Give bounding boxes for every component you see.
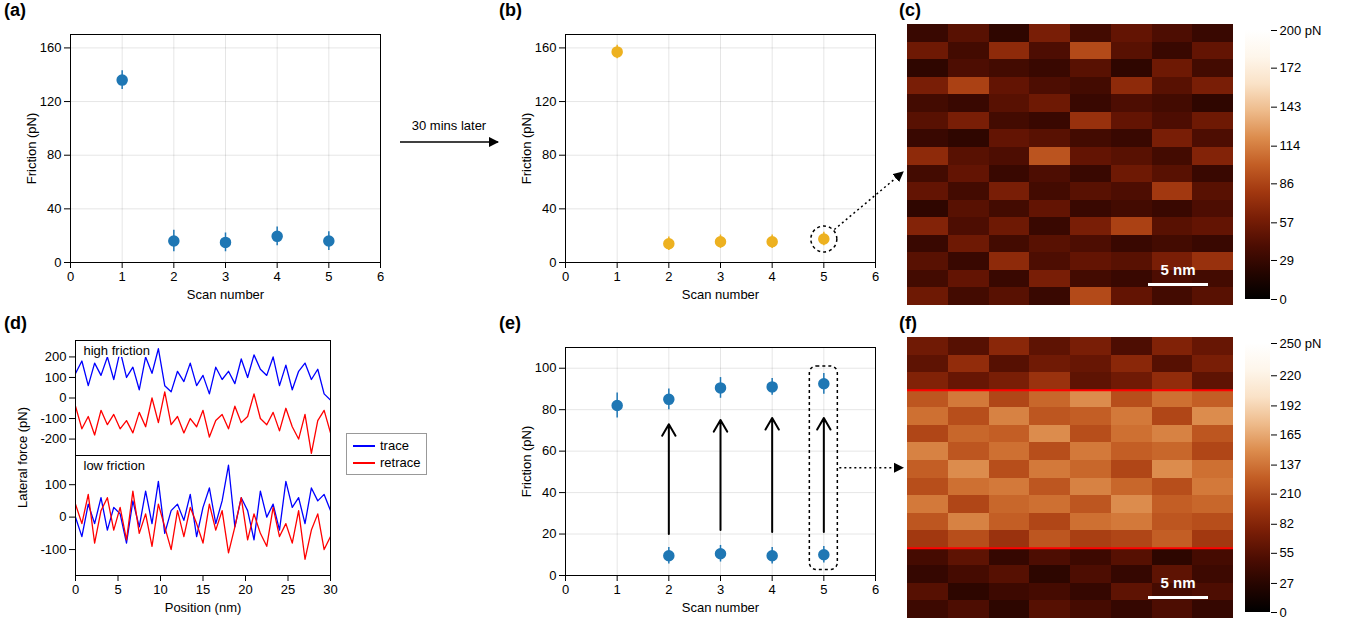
svg-text:114: 114 xyxy=(1280,138,1301,153)
svg-text:210: 210 xyxy=(1280,486,1302,501)
svg-text:250 pN: 250 pN xyxy=(1280,336,1322,351)
svg-text:200: 200 xyxy=(45,349,67,364)
svg-text:Scan number: Scan number xyxy=(682,287,760,302)
html-text:(f): (f) xyxy=(899,313,917,333)
svg-text:100: 100 xyxy=(45,370,67,385)
svg-text:80: 80 xyxy=(542,147,556,162)
svg-text:10: 10 xyxy=(153,582,167,597)
svg-text:100: 100 xyxy=(535,360,557,375)
svg-text:Position (nm): Position (nm) xyxy=(165,600,242,615)
svg-text:57: 57 xyxy=(1280,215,1294,230)
html-text:(d): (d) xyxy=(4,313,27,333)
svg-text:27: 27 xyxy=(1280,576,1294,591)
svg-text:3: 3 xyxy=(222,269,229,284)
svg-text:high friction: high friction xyxy=(84,343,150,358)
svg-text:0: 0 xyxy=(549,568,556,583)
html-text:retrace: retrace xyxy=(380,455,421,470)
svg-text:0: 0 xyxy=(59,509,66,524)
svg-text:5: 5 xyxy=(114,582,121,597)
svg-text:160: 160 xyxy=(40,40,62,55)
html-text:(e): (e) xyxy=(499,313,521,333)
svg-text:82: 82 xyxy=(1280,516,1294,531)
svg-text:143: 143 xyxy=(1280,99,1302,114)
svg-text:20: 20 xyxy=(238,582,252,597)
svg-text:192: 192 xyxy=(1280,398,1302,413)
svg-text:2: 2 xyxy=(665,582,672,597)
svg-text:86: 86 xyxy=(1280,176,1294,191)
svg-text:25: 25 xyxy=(281,582,295,597)
svg-text:1: 1 xyxy=(614,582,621,597)
svg-text:Scan number: Scan number xyxy=(682,600,760,615)
svg-text:55: 55 xyxy=(1280,545,1294,560)
svg-text:Friction (pN): Friction (pN) xyxy=(24,113,39,185)
svg-text:40: 40 xyxy=(542,201,556,216)
svg-text:Friction (pN): Friction (pN) xyxy=(519,426,534,498)
svg-text:Lateral force (pN): Lateral force (pN) xyxy=(15,407,30,508)
svg-text:30 mins later: 30 mins later xyxy=(412,118,487,133)
svg-text:165: 165 xyxy=(1280,427,1302,442)
svg-text:3: 3 xyxy=(717,269,724,284)
svg-text:6: 6 xyxy=(872,582,879,597)
svg-text:2: 2 xyxy=(665,269,672,284)
html-text:5 nm: 5 nm xyxy=(1160,574,1196,591)
svg-text:6: 6 xyxy=(377,269,384,284)
svg-text:0: 0 xyxy=(54,255,61,270)
svg-text:3: 3 xyxy=(717,582,724,597)
svg-text:137: 137 xyxy=(1280,457,1302,472)
html-text:(a): (a) xyxy=(4,0,26,20)
svg-text:0: 0 xyxy=(562,269,569,284)
svg-text:120: 120 xyxy=(40,94,62,109)
svg-text:5: 5 xyxy=(325,269,332,284)
svg-text:1: 1 xyxy=(614,269,621,284)
svg-text:80: 80 xyxy=(542,402,556,417)
svg-text:4: 4 xyxy=(769,269,776,284)
svg-text:1: 1 xyxy=(119,269,126,284)
svg-text:0: 0 xyxy=(1280,292,1287,307)
svg-text:4: 4 xyxy=(769,582,776,597)
svg-text:0: 0 xyxy=(67,269,74,284)
html-text:(b): (b) xyxy=(499,0,522,20)
svg-text:low friction: low friction xyxy=(84,458,145,473)
svg-text:220: 220 xyxy=(1280,368,1302,383)
svg-text:5: 5 xyxy=(820,269,827,284)
svg-text:Friction (pN): Friction (pN) xyxy=(519,113,534,185)
html-text:5 nm: 5 nm xyxy=(1160,261,1196,278)
svg-text:29: 29 xyxy=(1280,253,1294,268)
svg-text:0: 0 xyxy=(562,582,569,597)
html-text:(c): (c) xyxy=(899,0,921,20)
svg-text:5: 5 xyxy=(820,582,827,597)
svg-text:200 pN: 200 pN xyxy=(1280,23,1322,38)
svg-text:-100: -100 xyxy=(40,411,66,426)
svg-text:172: 172 xyxy=(1280,60,1302,75)
svg-text:30: 30 xyxy=(323,582,337,597)
svg-text:0: 0 xyxy=(59,390,66,405)
svg-text:0: 0 xyxy=(72,582,79,597)
html-text:trace: trace xyxy=(380,438,409,453)
svg-text:40: 40 xyxy=(47,201,61,216)
svg-text:-100: -100 xyxy=(40,542,66,557)
svg-text:100: 100 xyxy=(45,477,67,492)
svg-text:80: 80 xyxy=(47,147,61,162)
svg-text:0: 0 xyxy=(1280,605,1287,620)
svg-text:4: 4 xyxy=(274,269,281,284)
svg-text:120: 120 xyxy=(535,94,557,109)
svg-text:15: 15 xyxy=(196,582,210,597)
svg-text:160: 160 xyxy=(535,40,557,55)
svg-text:60: 60 xyxy=(542,443,556,458)
svg-text:Scan number: Scan number xyxy=(187,287,265,302)
svg-text:2: 2 xyxy=(170,269,177,284)
svg-text:40: 40 xyxy=(542,485,556,500)
svg-text:20: 20 xyxy=(542,526,556,541)
svg-text:6: 6 xyxy=(872,269,879,284)
svg-text:0: 0 xyxy=(549,255,556,270)
svg-text:-200: -200 xyxy=(40,431,66,446)
